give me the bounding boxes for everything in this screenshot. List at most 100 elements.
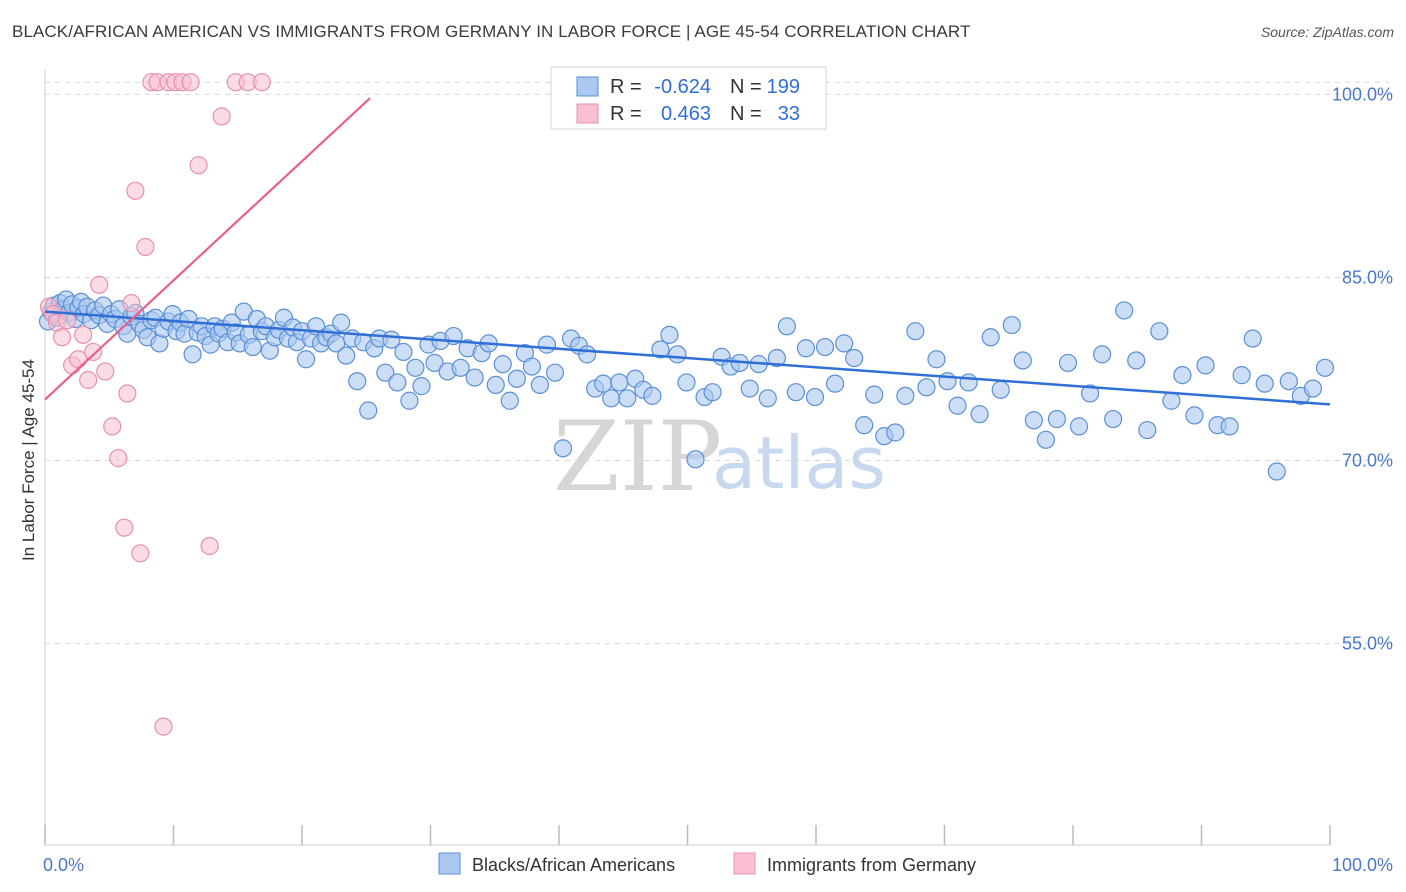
data-point-blue: [1185, 406, 1204, 425]
legend: Blacks/African Americans Immigrants from…: [438, 852, 976, 875]
data-point-blue: [1162, 391, 1181, 410]
data-point-blue: [1173, 366, 1192, 385]
data-point-blue: [677, 373, 696, 392]
data-point-blue: [376, 363, 395, 382]
stats-swatch-blue: [576, 76, 599, 97]
stats-blue-n-label: N =: [730, 76, 762, 98]
data-point-blue: [394, 342, 413, 362]
data-point-blue: [906, 322, 925, 341]
data-point-pink: [252, 73, 271, 92]
data-point-blue: [388, 373, 407, 392]
data-point-pink: [115, 518, 134, 537]
data-point-blue: [865, 385, 884, 404]
data-point-blue: [348, 372, 367, 391]
trend-lines: [44, 97, 1331, 406]
data-point-blue: [602, 389, 621, 408]
data-point-blue: [451, 358, 470, 377]
data-point-blue: [1104, 409, 1123, 429]
data-point-blue: [1047, 409, 1067, 429]
x-tick-label-end: 100.0%: [1332, 855, 1393, 875]
data-point-blue: [1303, 379, 1323, 398]
data-point-blue: [981, 328, 1000, 347]
data-point-blue: [917, 378, 936, 397]
data-point-blue: [1150, 322, 1169, 341]
data-point-blue: [777, 317, 796, 336]
watermark: ZIP atlas: [553, 401, 886, 513]
data-point-blue: [896, 386, 915, 405]
data-point-blue: [507, 369, 526, 388]
data-point-pink: [84, 342, 103, 362]
y-tick-label: 100.0%: [1332, 84, 1393, 104]
data-point-blue: [970, 405, 989, 424]
data-point-blue: [845, 348, 864, 368]
data-point-blue: [959, 373, 978, 392]
data-point-pink: [212, 107, 231, 126]
series-blacks-african-americans: [38, 290, 1335, 481]
data-point-blue: [1115, 301, 1134, 320]
data-point-blue: [767, 348, 786, 368]
data-point-blue: [465, 368, 484, 387]
data-point-blue: [991, 380, 1010, 399]
legend-item-germany[interactable]: Immigrants from Germany: [733, 852, 976, 875]
data-point-blue: [855, 416, 874, 435]
data-point-blue: [1255, 374, 1274, 393]
stats-blue-r-value: -0.624: [654, 76, 711, 98]
data-point-blue: [1232, 366, 1251, 385]
data-point-blue: [359, 401, 378, 420]
data-point-blue: [1036, 430, 1055, 449]
data-point-pink: [189, 156, 208, 175]
trend-line-blue: [44, 310, 1331, 406]
data-point-pink: [57, 311, 77, 330]
data-point-pink: [122, 294, 141, 313]
stats-pink-n-label: N =: [730, 103, 762, 125]
data-point-blue: [1058, 353, 1078, 373]
data-point-blue: [815, 337, 835, 357]
data-point-pink: [131, 544, 150, 563]
stats-pink-r-label: R =: [610, 103, 642, 125]
data-point-blue: [1024, 411, 1043, 430]
data-point-blue: [1069, 417, 1089, 436]
data-point-pink: [200, 536, 219, 556]
data-point-blue: [1196, 356, 1215, 375]
trend-line-pink: [44, 97, 371, 401]
x-tick-label-start: 0.0%: [43, 855, 84, 875]
data-point-blue: [500, 391, 519, 410]
data-point-pink: [154, 717, 173, 736]
data-point-blue: [740, 379, 759, 398]
legend-item-blacks[interactable]: Blacks/African Americans: [438, 852, 675, 875]
data-point-blue: [183, 345, 202, 364]
y-axis-title: In Labor Force | Age 45-54: [19, 359, 38, 561]
data-point-pink: [52, 328, 72, 347]
data-point-blue: [703, 383, 722, 402]
stats-pink-r-value: 0.463: [661, 103, 711, 125]
legend-label-blacks: Blacks/African Americans: [472, 855, 675, 875]
stats-blue-n-value: 199: [767, 76, 800, 98]
data-point-blue: [835, 334, 854, 353]
data-point-blue: [651, 340, 670, 359]
data-point-blue: [1220, 417, 1239, 436]
data-point-blue: [406, 358, 425, 377]
data-point-blue: [1138, 420, 1157, 440]
legend-swatch-pink: [733, 852, 756, 875]
data-point-blue: [758, 389, 777, 408]
data-point-blue: [948, 396, 967, 415]
data-point-blue: [530, 375, 550, 394]
y-tick-label: 55.0%: [1342, 634, 1393, 654]
data-point-blue: [886, 423, 905, 442]
y-tick-label: 70.0%: [1342, 451, 1393, 471]
data-point-blue: [1315, 358, 1335, 377]
data-point-pink: [79, 370, 98, 390]
data-point-blue: [1243, 329, 1262, 348]
data-point-blue: [412, 377, 431, 396]
data-point-pink: [74, 325, 93, 344]
data-point-pink: [109, 449, 128, 468]
data-point-blue: [493, 355, 512, 374]
data-point-blue: [1279, 372, 1298, 391]
data-point-blue: [425, 353, 444, 373]
data-point-blue: [805, 387, 825, 407]
watermark-atlas: atlas: [712, 421, 886, 505]
y-tick-label: 85.0%: [1342, 267, 1393, 287]
data-point-pink: [69, 350, 88, 369]
data-point-blue: [337, 346, 356, 365]
